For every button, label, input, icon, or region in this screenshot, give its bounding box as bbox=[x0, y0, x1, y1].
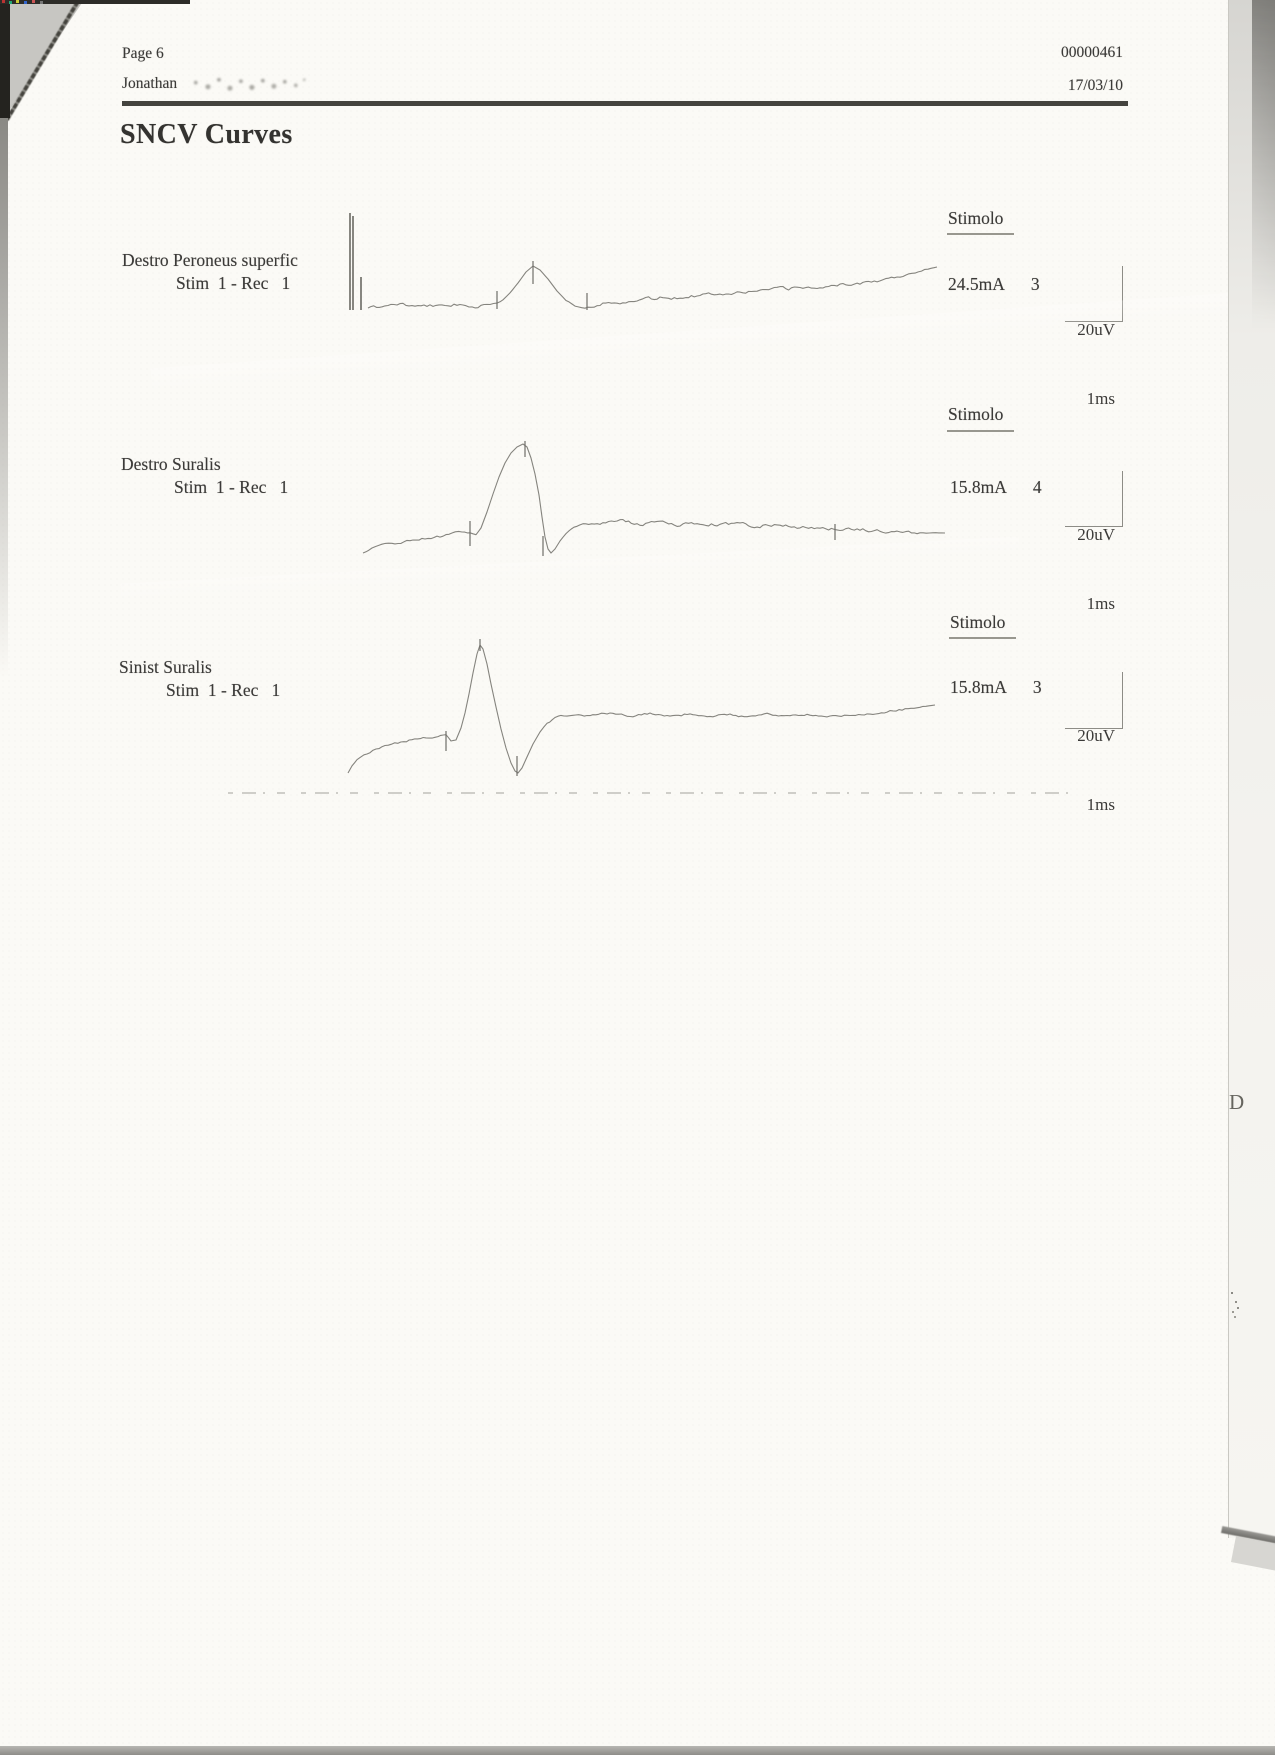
trace2-marker-count: 4 bbox=[1032, 477, 1042, 497]
page-number: Page 6 bbox=[122, 45, 164, 62]
trace3-scale-voltage: 20uV bbox=[1077, 726, 1115, 745]
trace1-scale-time: 1ms bbox=[1086, 389, 1115, 408]
trace3-scale-bar: 20uV 1ms bbox=[1065, 672, 1123, 814]
trace3-stimulus-current: 15.8mA bbox=[950, 677, 1007, 697]
top-scan-edge bbox=[0, 0, 190, 4]
left-scan-edge bbox=[0, 0, 10, 118]
waveform-destro-peroneus-superfic bbox=[367, 265, 938, 309]
trace3-stimulus-row: 15.8mA 3 bbox=[950, 677, 1042, 698]
trace1-stimulus-current: 24.5mA bbox=[948, 274, 1005, 294]
trace1-stimolo-label: Stimolo bbox=[948, 208, 1004, 228]
trace1-scale-voltage: 20uV bbox=[1077, 320, 1115, 339]
header-rule bbox=[122, 101, 1128, 106]
document-number: 00000461 bbox=[1061, 44, 1123, 61]
report-date: 17/03/10 bbox=[1067, 77, 1123, 94]
page-edge-line bbox=[1228, 0, 1230, 1538]
trace2-scale-time: 1ms bbox=[1086, 594, 1115, 613]
trace1-stimolo-underline bbox=[947, 233, 1014, 235]
top-scan-noise bbox=[2, 0, 5, 3]
ink-specks bbox=[1231, 1292, 1233, 1294]
left-scan-edge-fade bbox=[0, 118, 8, 678]
trace2-nerve-label: Destro Suralis bbox=[121, 454, 221, 474]
bottom-scan-edge bbox=[0, 1746, 1275, 1755]
patient-name: Jonathan bbox=[122, 75, 178, 92]
trace2-stim-rec-label: Stim 1 - Rec 1 bbox=[174, 477, 289, 497]
trace3-nerve-label: Sinist Suralis bbox=[119, 657, 212, 677]
name-redaction-smudge bbox=[186, 70, 308, 98]
trace3-stimolo-label: Stimolo bbox=[950, 612, 1006, 632]
trace3-scale-time: 1ms bbox=[1086, 795, 1115, 814]
trace3-stim-rec-label: Stim 1 - Rec 1 bbox=[166, 680, 281, 700]
trace2-scale-voltage: 20uV bbox=[1077, 525, 1115, 544]
waveform-sinist-suralis bbox=[347, 644, 936, 774]
trace2-stimulus-current: 15.8mA bbox=[950, 477, 1007, 497]
trace2-stimulus-row: 15.8mA 4 bbox=[950, 477, 1042, 498]
trace3-marker-count: 3 bbox=[1032, 677, 1042, 697]
trace3-stimolo-underline bbox=[949, 637, 1016, 639]
page-edge-letter: D bbox=[1229, 1090, 1245, 1114]
page-title: SNCV Curves bbox=[120, 119, 293, 150]
trace1-marker-count: 3 bbox=[1030, 274, 1040, 294]
right-scan-band-dark bbox=[1252, 0, 1275, 330]
trace1-stimulus-row: 24.5mA 3 bbox=[948, 274, 1040, 295]
trace1-stim-rec-label: Stim 1 - Rec 1 bbox=[176, 273, 291, 293]
trace1-nerve-label: Destro Peroneus superfic bbox=[122, 250, 298, 270]
trace1-scale-bar: 20uV 1ms bbox=[1065, 266, 1123, 408]
waveform-destro-suralis bbox=[362, 443, 946, 554]
trace2-scale-bar: 20uV 1ms bbox=[1065, 471, 1123, 613]
trace2-stimolo-underline bbox=[947, 430, 1014, 432]
trace2-stimolo-label: Stimolo bbox=[948, 404, 1004, 424]
